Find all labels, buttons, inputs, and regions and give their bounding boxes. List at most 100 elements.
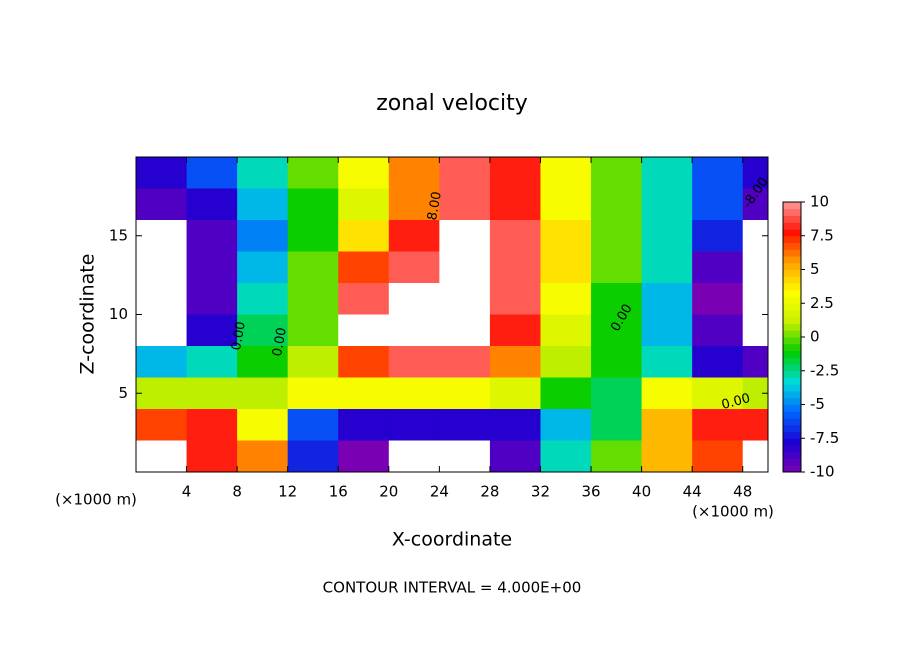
colorbar-swatch [783,235,801,243]
colorbar-swatch [783,283,801,291]
cell [540,283,592,315]
cell [540,440,592,472]
cell [692,440,744,472]
cell [489,220,541,252]
x-unit-label: (×1000 m) [692,503,774,521]
colorbar-swatch [783,364,801,372]
cell [287,377,339,410]
cell [692,188,744,221]
cell [641,377,693,410]
cell [287,314,339,347]
cell [540,409,592,441]
cell [591,346,643,378]
cell [692,377,744,410]
cell [540,157,592,189]
cell [136,220,188,252]
cell [237,440,289,472]
x-tick-label: 12 [278,483,297,501]
x-tick-label: 40 [632,483,651,501]
cell [692,283,744,315]
colorbar-swatch [783,397,801,405]
cell [439,220,491,252]
cell [641,283,693,315]
cell [287,409,339,441]
x-tick-label: 16 [329,483,348,501]
colorbar-swatch [783,343,801,351]
cell [287,346,339,378]
colorbar-swatch [783,262,801,270]
cell [136,409,188,441]
y-tick-label: 5 [118,384,128,402]
cell [591,251,643,284]
x-tick-label: 4 [182,483,192,501]
cell [591,283,643,315]
cell [237,377,289,410]
cell [287,220,339,252]
cell [439,409,491,441]
cell [692,314,744,347]
cell [136,283,188,315]
cell [388,377,440,410]
colorbar-swatch [783,269,801,277]
cell [237,346,289,378]
cell [591,188,643,221]
colorbar-swatch [783,458,801,466]
contour-label: 0.00 [720,391,752,413]
cell [489,346,541,378]
colorbar-swatch [783,370,801,378]
cell [136,377,188,410]
colorbar-swatch [783,208,801,216]
cell [540,188,592,221]
cell [186,346,238,378]
colorbar-tick-label: 0 [810,328,820,346]
cell [338,440,390,472]
colorbar-swatch [783,424,801,432]
contour-label: 0.00 [229,320,249,351]
cell [287,251,339,284]
cell [388,251,440,284]
cell [489,377,541,410]
colorbar-swatch [783,303,801,311]
x-tick-label: 36 [581,483,600,501]
cell [439,283,491,315]
cell [338,251,390,284]
colorbar-swatch [783,431,801,439]
cell [742,251,768,284]
cell [591,440,643,472]
colorbar-swatch [783,418,801,426]
cell [591,377,643,410]
colorbar-swatch [783,242,801,250]
cell [489,409,541,441]
cell [338,283,390,315]
cell [388,220,440,252]
cell [742,157,768,189]
x-tick-label: 32 [531,483,550,501]
contour-label: 0.00 [270,326,290,357]
cell [489,157,541,189]
x-axis-label: X-coordinate [392,529,512,551]
cell [237,314,289,347]
colorbar-swatch [783,411,801,419]
cell [641,314,693,347]
colorbar-swatch [783,465,801,473]
x-tick-label: 20 [379,483,398,501]
cell [287,157,339,189]
cell [641,346,693,378]
colorbar-swatch [783,350,801,358]
cell [439,440,491,472]
cell [489,188,541,221]
cell [237,188,289,221]
cell [489,251,541,284]
x-tick-label: 8 [232,483,242,501]
cell [388,409,440,441]
cell [439,346,491,378]
colorbar-swatch [783,323,801,331]
cell [237,283,289,315]
cell [338,346,390,378]
colorbar-swatch [783,222,801,230]
cell [641,409,693,441]
cell [338,188,390,221]
colorbar-swatch [783,384,801,392]
colorbar-swatch [783,337,801,345]
